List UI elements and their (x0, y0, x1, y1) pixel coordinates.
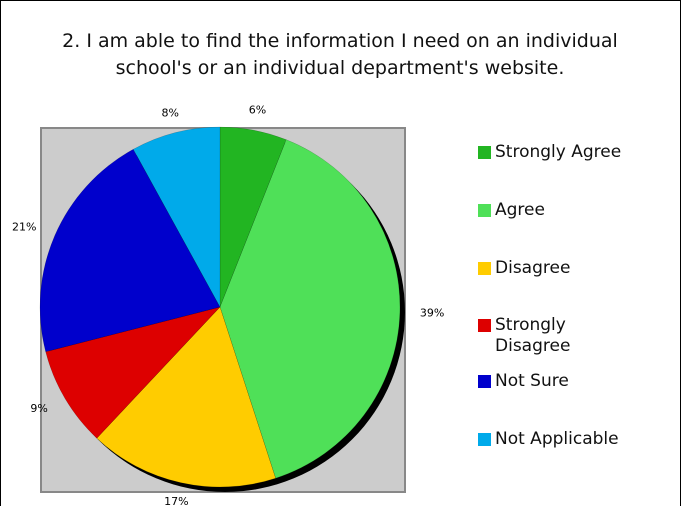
legend-label: Strongly Agree (495, 142, 622, 162)
legend-item: Not Applicable (478, 429, 628, 450)
slice-label: 39% (420, 306, 444, 319)
legend-swatch (478, 262, 491, 275)
legend-label: Not Applicable (495, 429, 619, 449)
legend-item: Not Sure (478, 371, 628, 392)
legend-item: Agree (478, 200, 628, 221)
legend-label: Disagree (495, 258, 571, 278)
slice-label: 6% (249, 104, 266, 117)
legend-label: Agree (495, 200, 545, 220)
chart-title: 2. I am able to find the information I n… (62, 30, 618, 79)
legend-swatch (478, 375, 491, 388)
title-box: 2. I am able to find the information I n… (62, 30, 618, 79)
pie-slice (96, 306, 276, 488)
legend-swatch (478, 433, 491, 446)
slice-label: 17% (164, 495, 188, 506)
legend-item: Disagree (478, 258, 628, 279)
legend-label: Strongly Disagree (495, 315, 571, 356)
pie-slice (45, 306, 221, 439)
pie-slice (39, 148, 221, 353)
legend-label: Not Sure (495, 371, 569, 391)
slice-label: 21% (12, 221, 36, 234)
legend-swatch (478, 146, 491, 159)
pie-slice (132, 126, 221, 308)
slice-label: 9% (30, 402, 47, 415)
legend-swatch (478, 319, 491, 332)
legend-item: Strongly Agree (478, 142, 628, 163)
slice-label: 8% (162, 106, 179, 119)
legend-item: Strongly Disagree (478, 315, 628, 357)
legend-swatch (478, 204, 491, 217)
pie-slice (219, 139, 401, 479)
pie-slice (219, 126, 287, 308)
